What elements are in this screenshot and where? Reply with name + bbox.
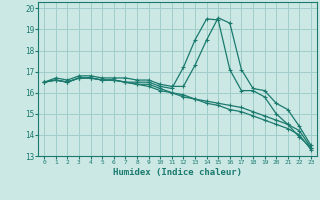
X-axis label: Humidex (Indice chaleur): Humidex (Indice chaleur) bbox=[113, 168, 242, 177]
